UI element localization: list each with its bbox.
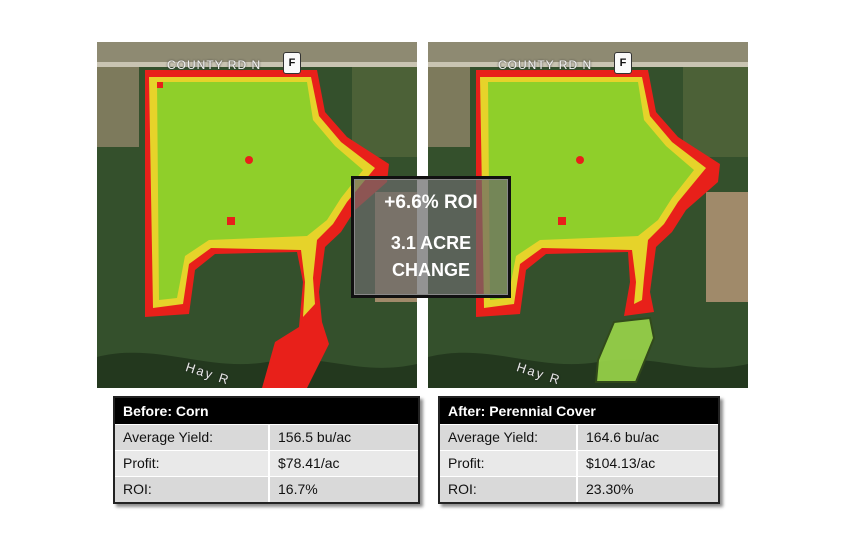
road-shield: F bbox=[283, 52, 301, 74]
before-table-title: Before: Corn bbox=[115, 398, 418, 424]
table-row: ROI: 23.30% bbox=[440, 476, 718, 502]
table-row: ROI: 16.7% bbox=[115, 476, 418, 502]
road-label: COUNTY RD N bbox=[498, 58, 593, 72]
row-label: ROI: bbox=[440, 477, 576, 502]
acre-line-2: CHANGE bbox=[391, 260, 470, 280]
row-value: 164.6 bu/ac bbox=[576, 425, 718, 450]
row-label: Profit: bbox=[115, 451, 268, 476]
road-shield: F bbox=[614, 52, 632, 74]
row-value: 156.5 bu/ac bbox=[268, 425, 418, 450]
acre-line-1: 3.1 ACRE bbox=[390, 233, 472, 253]
table-row: Profit: $78.41/ac bbox=[115, 450, 418, 476]
table-row: Average Yield: 156.5 bu/ac bbox=[115, 424, 418, 450]
table-row: Profit: $104.13/ac bbox=[440, 450, 718, 476]
row-value: 23.30% bbox=[576, 477, 718, 502]
after-table-title: After: Perennial Cover bbox=[440, 398, 718, 424]
row-label: Average Yield: bbox=[440, 425, 576, 450]
perennial-cover-area bbox=[594, 316, 656, 383]
map-after: COUNTY RD N F Hay R bbox=[428, 42, 748, 388]
row-value: $104.13/ac bbox=[576, 451, 718, 476]
before-stats-table: Before: Corn Average Yield: 156.5 bu/ac … bbox=[113, 396, 420, 504]
road-label: COUNTY RD N bbox=[167, 58, 262, 72]
row-label: Average Yield: bbox=[115, 425, 268, 450]
roi-change-callout: +6.6% ROI 3.1 ACRE CHANGE bbox=[351, 176, 511, 298]
acre-change-text: 3.1 ACRE CHANGE bbox=[354, 230, 508, 284]
row-label: ROI: bbox=[115, 477, 268, 502]
table-row: Average Yield: 164.6 bu/ac bbox=[440, 424, 718, 450]
row-value: 16.7% bbox=[268, 477, 418, 502]
row-value: $78.41/ac bbox=[268, 451, 418, 476]
after-stats-table: After: Perennial Cover Average Yield: 16… bbox=[438, 396, 720, 504]
roi-change-text: +6.6% ROI bbox=[384, 192, 478, 213]
row-label: Profit: bbox=[440, 451, 576, 476]
